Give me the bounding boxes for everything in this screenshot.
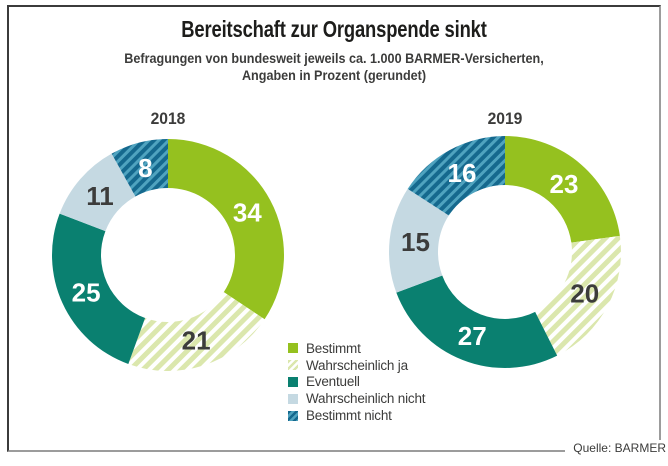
donut-2019-segment-bestimmt <box>505 136 620 243</box>
legend-swatch-solid-teal-icon <box>288 376 298 387</box>
donut-2019-segment-eventuell <box>396 275 558 368</box>
donut-2018-segment-wahrscheinlich-ja <box>128 292 265 371</box>
subtitle-line-2: Angaben in Prozent (gerundet) <box>241 66 427 83</box>
legend-item-wahrscheinlich-ja: Wahrscheinlich ja <box>288 357 425 374</box>
legend-label: Wahrscheinlich ja <box>306 357 408 373</box>
donut-2018-value-label: 34 <box>233 198 262 228</box>
donut-2018-segment-eventuell <box>52 213 146 364</box>
donut-2019: 23 20 27 15 16 <box>388 136 622 368</box>
donut-2018-value-label: 11 <box>86 181 114 211</box>
donut-2019-value-label: 15 <box>401 227 430 257</box>
legend-label: Bestimmt nicht <box>306 408 392 424</box>
donut-2019-segment-wahrscheinlich-nicht <box>388 188 449 293</box>
legend: Bestimmt Wahrscheinlich ja Eventuell Wah… <box>288 340 426 424</box>
donut-2019-value-label: 16 <box>448 158 477 188</box>
donut-2019-value-label: 27 <box>458 321 487 351</box>
legend-label: Bestimmt <box>306 340 361 356</box>
legend-label: Eventuell <box>306 374 360 390</box>
chart-subtitle: Befragungen von bundesweit jeweils ca. 1… <box>33 50 634 83</box>
year-label-2019: 2019 <box>487 109 523 128</box>
donut-2018-segment-bestimmt-nicht <box>111 139 168 197</box>
donut-2018-value-label: 8 <box>138 153 152 183</box>
donut-2019-segment-bestimmt-nicht <box>407 136 505 216</box>
donut-2019-value-label: 20 <box>570 279 599 309</box>
year-label-2018: 2018 <box>150 109 186 128</box>
legend-item-bestimmt-nicht: Bestimmt nicht <box>288 407 425 424</box>
subtitle-line-1: Befragungen von bundesweit jeweils ca. 1… <box>124 50 544 66</box>
donut-2019-value-label: 23 <box>550 169 579 199</box>
donut-2018-value-label: 21 <box>182 326 211 356</box>
legend-swatch-solid-green-icon <box>288 343 298 354</box>
donut-2019-segment-wahrscheinlich-ja <box>535 235 622 356</box>
legend-label: Wahrscheinlich nicht <box>306 391 426 407</box>
donut-2018: 34 21 25 11 8 <box>52 139 284 371</box>
legend-item-wahrscheinlich-nicht: Wahrscheinlich nicht <box>288 390 426 407</box>
page-title: Bereitschaft zur Organspende sinkt <box>181 16 487 42</box>
legend-swatch-striped-blue-icon <box>288 410 298 421</box>
legend-swatch-striped-palegreen-icon <box>288 360 298 371</box>
legend-item-bestimmt: Bestimmt <box>288 340 425 357</box>
legend-item-eventuell: Eventuell <box>288 374 425 391</box>
donut-2018-segment-bestimmt <box>168 139 284 320</box>
legend-swatch-solid-lightblue-icon <box>288 393 298 404</box>
chart-frame <box>7 5 661 452</box>
source-credit: Quelle: BARMER <box>565 440 668 457</box>
donut-2018-segment-wahrscheinlich-nicht <box>59 153 136 232</box>
donut-2018-value-label: 25 <box>72 277 101 307</box>
